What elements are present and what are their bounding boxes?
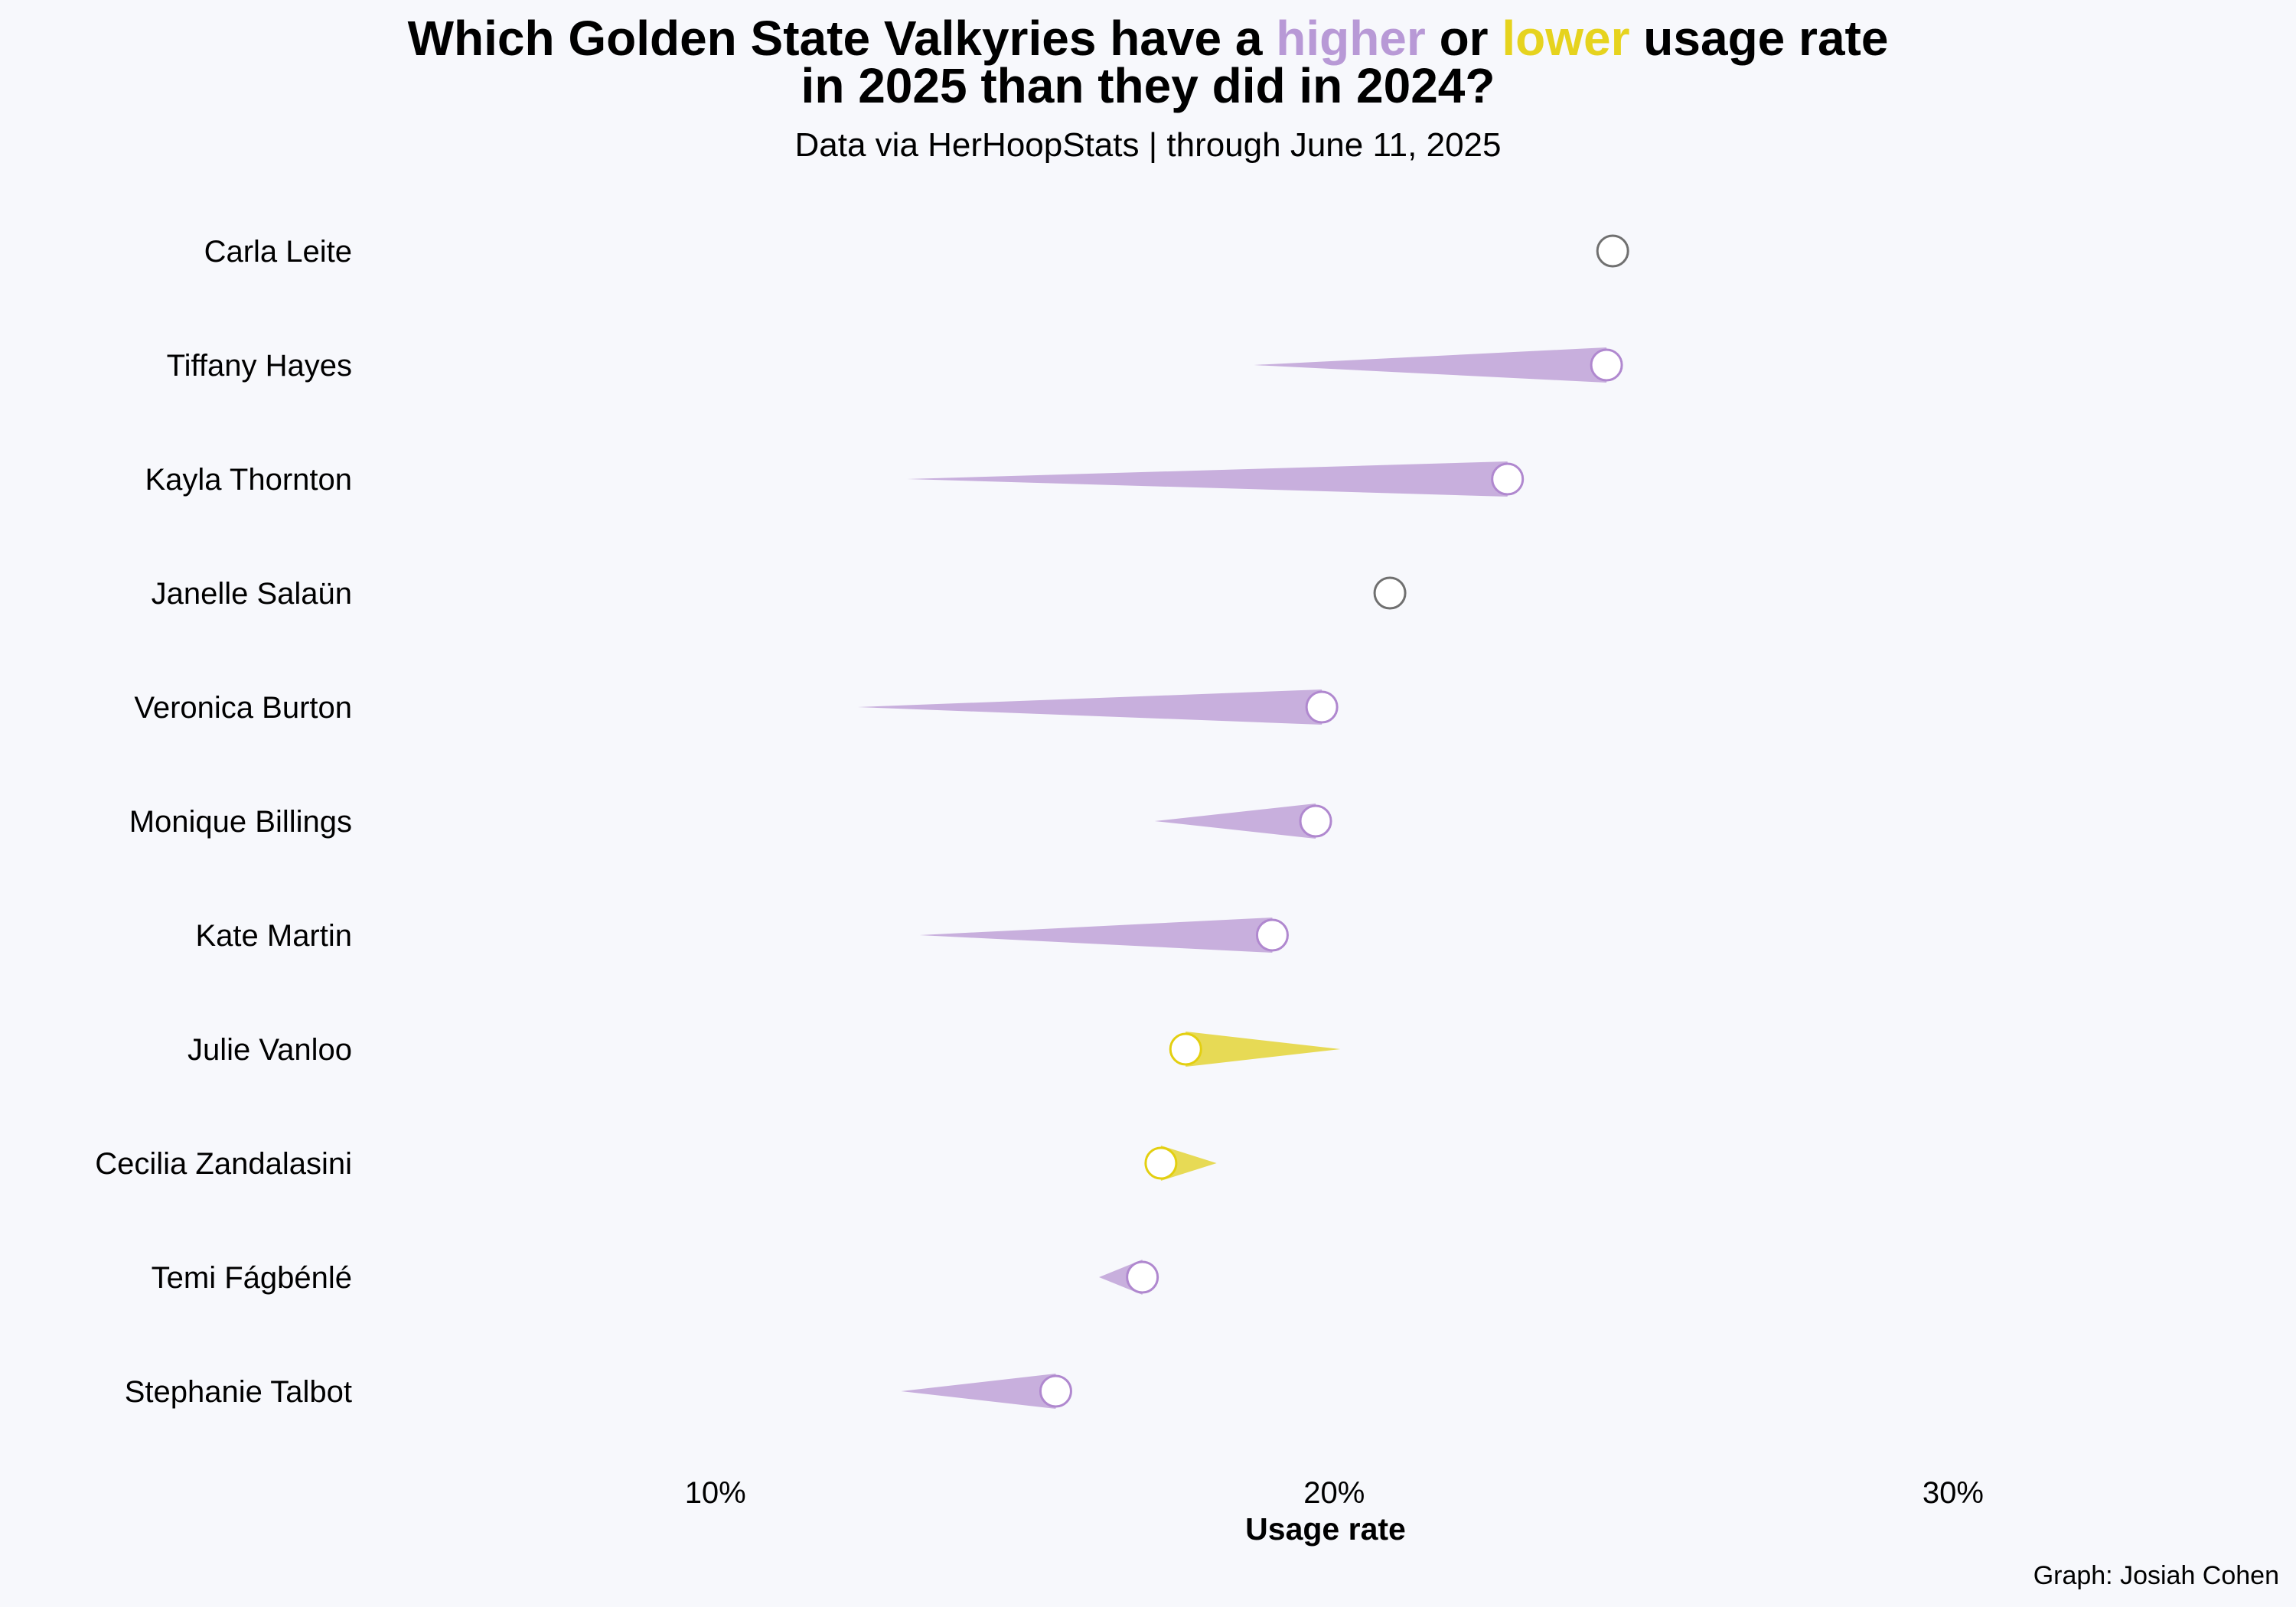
title-suffix: usage rate [1629, 11, 1889, 66]
category-label: Tiffany Hayes [167, 349, 352, 383]
category-label: Temi Fágbénlé [152, 1261, 352, 1295]
chart-caption: Graph: Josiah Cohen [2033, 1561, 2279, 1590]
change-tail [1254, 347, 1607, 383]
category-label: Stephanie Talbot [125, 1375, 352, 1409]
usage-2025-point [1299, 804, 1332, 838]
category-label: Kate Martin [195, 919, 352, 953]
usage-2025-point [1305, 690, 1339, 724]
x-tick-label: 30% [1923, 1476, 1984, 1510]
usage-2025-point [1596, 234, 1629, 268]
title-higher-word: higher [1276, 11, 1426, 66]
usage-2025-point [1126, 1260, 1159, 1294]
x-tick-label: 20% [1303, 1476, 1365, 1510]
usage-2025-point [1144, 1146, 1178, 1180]
title-middle: or [1425, 11, 1502, 66]
usage-2025-point [1169, 1032, 1202, 1066]
change-tail [1160, 1146, 1217, 1181]
chart-title-line-2: in 2025 than they did in 2024? [801, 58, 1495, 113]
usage-2025-point [1590, 348, 1623, 382]
change-tail [907, 461, 1508, 497]
title-lower-word: lower [1502, 11, 1630, 66]
usage-2025-point [1373, 576, 1407, 610]
change-tail [901, 1374, 1056, 1409]
category-label: Monique Billings [129, 805, 352, 839]
category-label: Janelle Salaün [152, 577, 352, 611]
change-tail [919, 918, 1273, 953]
title-prefix: Which Golden State Valkyries have a [407, 11, 1277, 66]
x-tick-label: 10% [685, 1476, 746, 1510]
change-tail [857, 689, 1322, 725]
category-label: Carla Leite [204, 235, 352, 269]
category-label: Kayla Thornton [145, 463, 352, 497]
category-label: Julie Vanloo [188, 1033, 352, 1067]
x-axis-label: Usage rate [1245, 1511, 1406, 1547]
chart-subtitle: Data via HerHoopStats | through June 11,… [794, 126, 1502, 164]
category-label: Cecilia Zandalasini [95, 1147, 352, 1181]
usage-2025-point [1039, 1374, 1072, 1408]
usage-2025-point [1255, 918, 1289, 952]
category-label: Veronica Burton [134, 691, 352, 725]
change-tail [1154, 804, 1316, 839]
chart-title-line-1: Which Golden State Valkyries have a high… [0, 14, 2296, 63]
change-tail [1186, 1032, 1341, 1067]
usage-2025-point [1491, 462, 1525, 496]
